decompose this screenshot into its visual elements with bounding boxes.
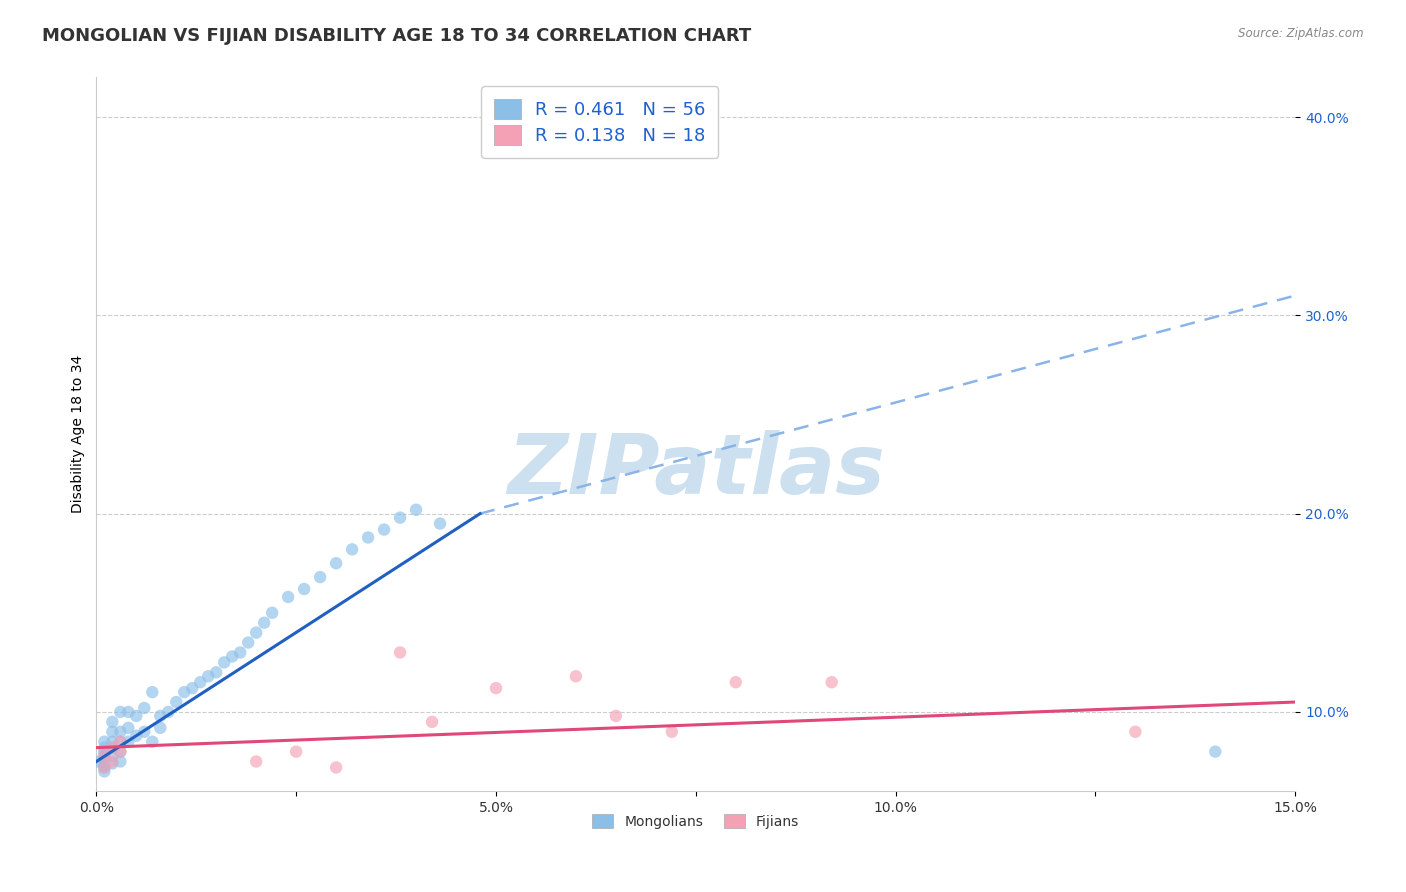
- Point: [117, 734, 139, 748]
- Point: [86, 755, 108, 769]
- Point: [238, 635, 260, 649]
- Point: [93, 734, 115, 748]
- Point: [110, 745, 132, 759]
- Point: [253, 615, 276, 630]
- Point: [340, 542, 363, 557]
- Point: [229, 645, 252, 659]
- Point: [93, 764, 115, 779]
- Point: [93, 753, 115, 767]
- Point: [157, 705, 180, 719]
- Point: [565, 669, 588, 683]
- Point: [205, 665, 228, 680]
- Point: [262, 606, 284, 620]
- Point: [117, 721, 139, 735]
- Point: [93, 748, 115, 763]
- Point: [325, 760, 347, 774]
- Point: [93, 760, 115, 774]
- Point: [485, 681, 508, 695]
- Point: [429, 516, 451, 531]
- Point: [197, 669, 219, 683]
- Point: [1204, 745, 1226, 759]
- Point: [149, 709, 172, 723]
- Point: [101, 740, 124, 755]
- Point: [101, 714, 124, 729]
- Point: [420, 714, 443, 729]
- Point: [724, 675, 747, 690]
- Y-axis label: Disability Age 18 to 34: Disability Age 18 to 34: [72, 355, 86, 514]
- Point: [188, 675, 211, 690]
- Point: [134, 724, 156, 739]
- Point: [110, 745, 132, 759]
- Point: [325, 556, 347, 570]
- Point: [125, 729, 148, 743]
- Point: [405, 502, 427, 516]
- Text: Source: ZipAtlas.com: Source: ZipAtlas.com: [1239, 27, 1364, 40]
- Point: [245, 755, 267, 769]
- Text: ZIPatlas: ZIPatlas: [506, 430, 884, 510]
- Point: [389, 510, 412, 524]
- Point: [165, 695, 187, 709]
- Point: [110, 755, 132, 769]
- Point: [125, 709, 148, 723]
- Point: [101, 748, 124, 763]
- Point: [181, 681, 204, 695]
- Point: [212, 656, 235, 670]
- Point: [93, 758, 115, 772]
- Point: [141, 685, 163, 699]
- Point: [101, 740, 124, 755]
- Point: [101, 724, 124, 739]
- Point: [101, 734, 124, 748]
- Point: [93, 748, 115, 763]
- Text: MONGOLIAN VS FIJIAN DISABILITY AGE 18 TO 34 CORRELATION CHART: MONGOLIAN VS FIJIAN DISABILITY AGE 18 TO…: [42, 27, 751, 45]
- Point: [110, 734, 132, 748]
- Point: [117, 705, 139, 719]
- Point: [285, 745, 308, 759]
- Point: [101, 755, 124, 769]
- Point: [373, 523, 395, 537]
- Point: [134, 701, 156, 715]
- Point: [141, 734, 163, 748]
- Point: [292, 582, 315, 596]
- Point: [149, 721, 172, 735]
- Point: [221, 649, 243, 664]
- Point: [605, 709, 627, 723]
- Point: [93, 745, 115, 759]
- Point: [661, 724, 683, 739]
- Point: [110, 705, 132, 719]
- Point: [357, 531, 380, 545]
- Point: [389, 645, 412, 659]
- Point: [245, 625, 267, 640]
- Point: [277, 590, 299, 604]
- Point: [1125, 724, 1147, 739]
- Point: [821, 675, 844, 690]
- Point: [309, 570, 332, 584]
- Point: [173, 685, 195, 699]
- Legend: Mongolians, Fijians: Mongolians, Fijians: [586, 808, 804, 834]
- Point: [93, 740, 115, 755]
- Point: [110, 724, 132, 739]
- Point: [101, 756, 124, 771]
- Point: [110, 734, 132, 748]
- Point: [93, 760, 115, 774]
